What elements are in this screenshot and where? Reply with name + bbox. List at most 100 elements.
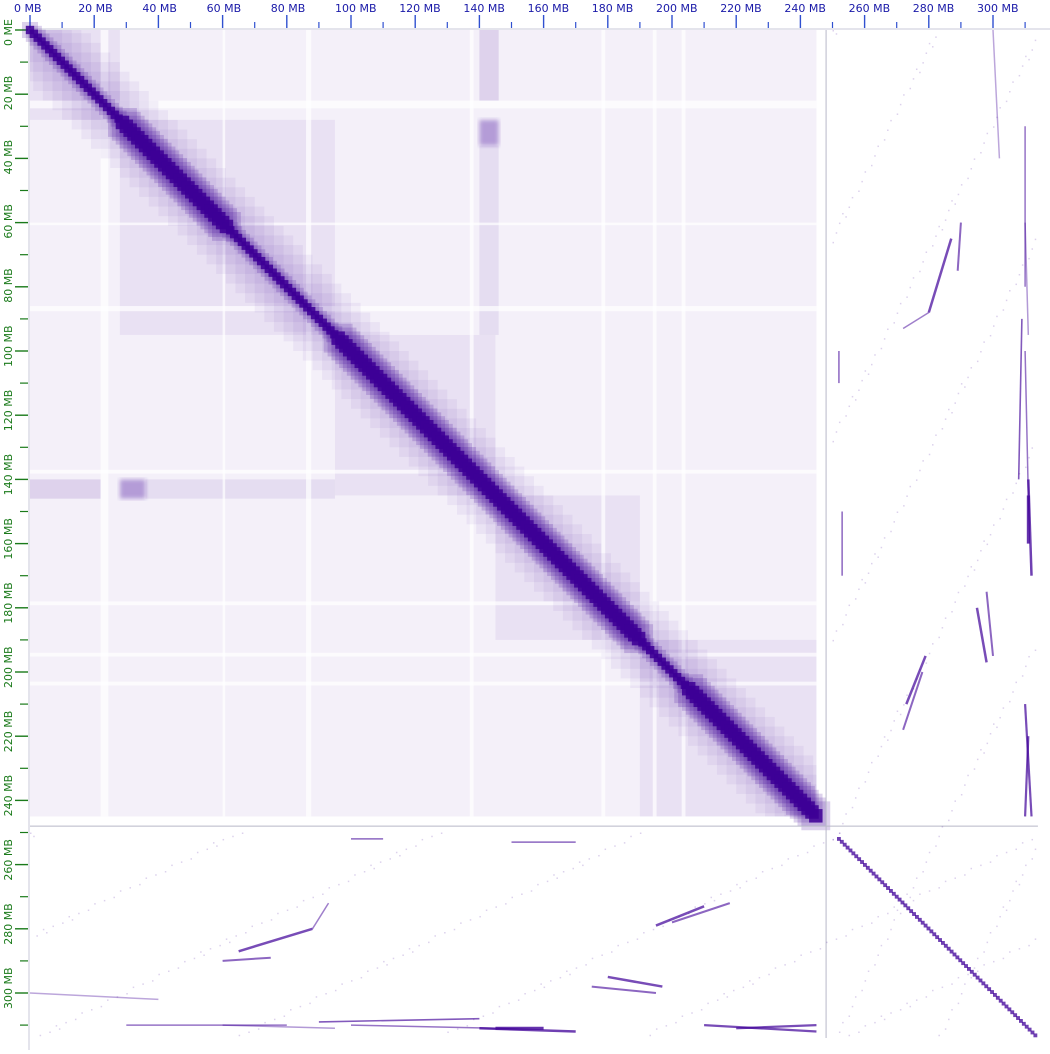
y-tick-label: 280 MB (2, 903, 15, 945)
inter-sequence-contact (671, 902, 731, 924)
diagonal-contact-wide (624, 624, 654, 654)
diagonal-contact (857, 857, 862, 862)
speckle (1031, 838, 1034, 841)
diagonal-contact-wide (701, 701, 731, 731)
speckle (588, 858, 591, 860)
speckle (325, 993, 327, 995)
speckle (880, 546, 883, 549)
speckle (168, 970, 170, 973)
diagonal-contact-wide (531, 531, 561, 561)
speckle (980, 550, 982, 552)
inter-sequence-contact (1024, 222, 1030, 335)
speckle (1031, 858, 1034, 860)
speckle (877, 954, 879, 956)
speckle (232, 835, 234, 838)
speckle (858, 1031, 860, 1034)
speckle (851, 806, 854, 809)
x-tick-label: 20 MB (78, 2, 113, 15)
speckle (903, 94, 905, 96)
diagonal-contact (891, 891, 896, 896)
diagonal-contact-wide (724, 724, 754, 754)
speckle (1025, 466, 1027, 469)
speckle (1009, 90, 1011, 93)
diagonal-contact-wide (131, 131, 161, 161)
speckle (540, 983, 542, 985)
speckle (235, 935, 237, 937)
speckle (887, 739, 889, 741)
diagonal-contact-wide (735, 735, 765, 765)
heatmap-area[interactable] (21, 21, 1038, 1038)
diagonal-contact-wide (111, 111, 141, 141)
speckle (957, 392, 960, 395)
speckle (893, 521, 895, 523)
speckle (883, 338, 886, 340)
speckle (973, 158, 976, 160)
diagonal-contact (940, 940, 945, 945)
speckle (810, 951, 812, 953)
speckle (216, 845, 218, 847)
gap-column (652, 30, 657, 817)
y-tick-label: 160 MB (2, 518, 15, 560)
speckle (755, 877, 757, 879)
speckle (1012, 691, 1014, 693)
diagonal-contact (1019, 1019, 1023, 1023)
speckle (1025, 55, 1027, 58)
diagonal-contact-wide (208, 208, 238, 238)
speckle (896, 511, 899, 513)
speckle (1012, 492, 1014, 494)
speckle (874, 155, 876, 157)
speckle (854, 996, 857, 998)
speckle (848, 1034, 851, 1037)
diagonal-contact-wide (161, 161, 191, 191)
speckle (171, 864, 173, 867)
diagonal-contact-wide (574, 574, 603, 603)
diagonal-contact-wide (226, 226, 243, 243)
y-tick-label: 140 MB (2, 454, 15, 496)
speckle (428, 941, 430, 944)
speckle (909, 286, 912, 289)
speckle (559, 976, 562, 979)
speckle (871, 363, 873, 366)
diagonal-contact-wide (241, 241, 258, 258)
speckle (899, 713, 902, 716)
diagonal-contact-wide (33, 33, 50, 50)
diagonal-contact-wide (604, 604, 634, 634)
diagonal-contact-wide (539, 539, 569, 569)
diagonal-contact-wide (373, 373, 403, 403)
diagonal-contact-wide (601, 601, 630, 630)
speckle (434, 935, 436, 937)
diagonal-contact-wide (454, 454, 484, 484)
diagonal-contact-wide (56, 56, 73, 73)
diagonal-contact-wide (665, 665, 682, 682)
x-tick-label: 260 MB (849, 2, 891, 15)
speckle (1034, 238, 1037, 241)
diagonal-contact-wide (585, 585, 615, 615)
inter-sequence-contact (1024, 704, 1033, 817)
speckle (890, 1012, 892, 1014)
x-tick-label: 240 MB (784, 2, 826, 15)
speckle (915, 678, 918, 680)
diagonal-contact-wide (158, 158, 187, 187)
speckle (184, 960, 186, 963)
diagonal-contact-wide (404, 404, 434, 434)
speckle (155, 874, 157, 876)
diagonal-contact-wide (512, 512, 542, 542)
speckle (871, 761, 873, 764)
diagonal-contact-wide (543, 543, 573, 573)
speckle (611, 951, 613, 953)
diagonal-contact (886, 886, 890, 890)
speckle (871, 562, 873, 565)
speckle (225, 938, 228, 940)
speckle (636, 938, 639, 940)
diagonal-contact-wide (335, 335, 365, 365)
diagonal-contact (903, 903, 908, 908)
speckle (838, 832, 841, 834)
speckle (421, 838, 424, 841)
speckle (867, 771, 870, 774)
speckle (938, 636, 940, 639)
speckle (691, 1012, 693, 1014)
speckle (909, 485, 912, 488)
speckle (896, 312, 899, 314)
